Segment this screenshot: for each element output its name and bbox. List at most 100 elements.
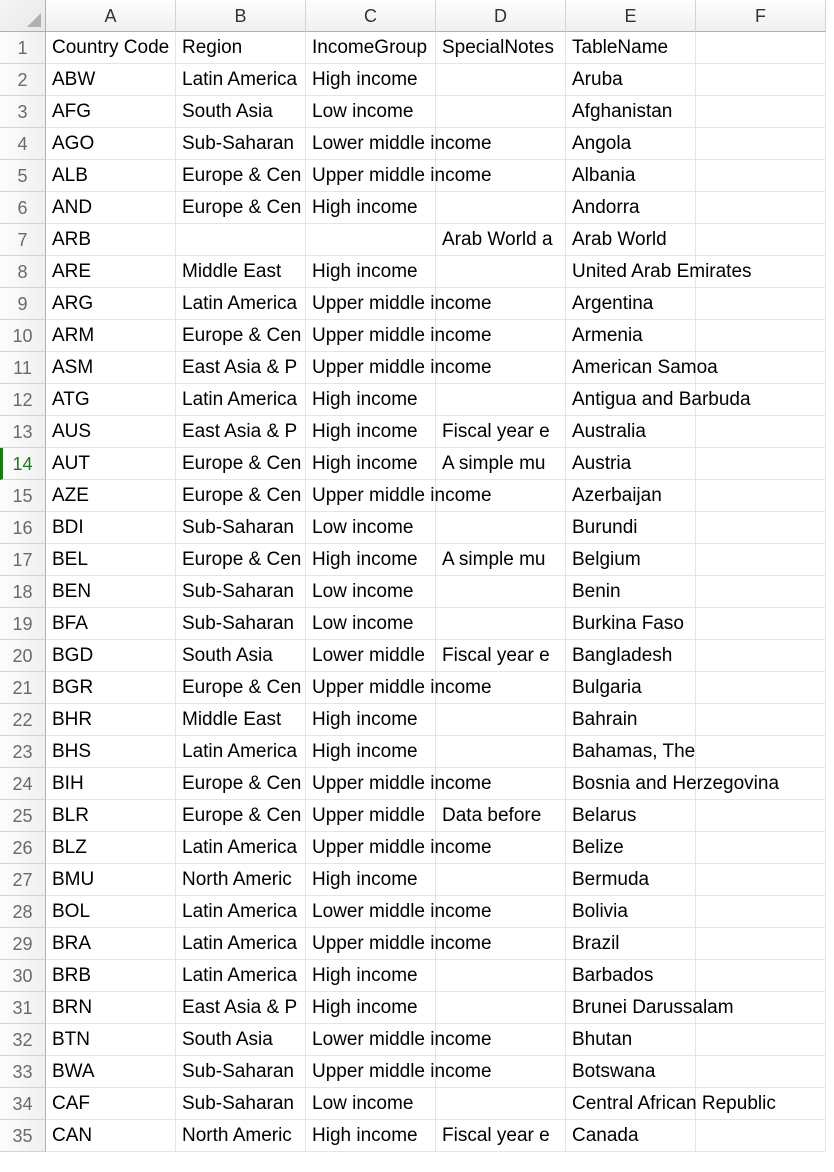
cell[interactable] (436, 992, 566, 1024)
row-header[interactable]: 23 (0, 736, 46, 768)
cell[interactable]: ARG (46, 288, 176, 320)
row-header[interactable]: 28 (0, 896, 46, 928)
row-header[interactable]: 19 (0, 608, 46, 640)
row-header[interactable]: 1 (0, 32, 46, 64)
cell[interactable] (696, 128, 826, 160)
cell[interactable] (436, 288, 566, 320)
cell[interactable] (436, 1088, 566, 1120)
cell[interactable]: South Asia (176, 640, 306, 672)
cell[interactable]: Middle East (176, 256, 306, 288)
row-header[interactable]: 3 (0, 96, 46, 128)
row-header[interactable]: 4 (0, 128, 46, 160)
cell[interactable] (696, 288, 826, 320)
cell[interactable] (436, 960, 566, 992)
cell[interactable]: Brunei Darussalam (566, 992, 696, 1024)
cell[interactable]: Europe & Cen (176, 160, 306, 192)
row-header[interactable]: 20 (0, 640, 46, 672)
cell[interactable]: Sub-Saharan (176, 1088, 306, 1120)
cell[interactable]: High income (306, 864, 436, 896)
row-header[interactable]: 35 (0, 1120, 46, 1152)
column-header-f[interactable]: F (696, 0, 826, 32)
row-header[interactable]: 31 (0, 992, 46, 1024)
cell[interactable]: BHR (46, 704, 176, 736)
cell[interactable]: Upper middle income (306, 480, 436, 512)
cell[interactable]: Bangladesh (566, 640, 696, 672)
cell[interactable]: Bulgaria (566, 672, 696, 704)
cell[interactable]: Bermuda (566, 864, 696, 896)
cell[interactable]: Data before (436, 800, 566, 832)
cell[interactable]: BIH (46, 768, 176, 800)
cell[interactable]: AGO (46, 128, 176, 160)
cell[interactable] (436, 896, 566, 928)
cell[interactable] (696, 896, 826, 928)
row-header[interactable]: 11 (0, 352, 46, 384)
cell[interactable]: Europe & Cen (176, 192, 306, 224)
row-header[interactable]: 15 (0, 480, 46, 512)
cell[interactable]: Sub-Saharan (176, 608, 306, 640)
cell[interactable]: High income (306, 448, 436, 480)
cell[interactable] (436, 512, 566, 544)
cell[interactable]: Lower middle income (306, 896, 436, 928)
cell[interactable]: Australia (566, 416, 696, 448)
row-header[interactable]: 29 (0, 928, 46, 960)
row-header[interactable]: 17 (0, 544, 46, 576)
row-header[interactable]: 7 (0, 224, 46, 256)
cell[interactable] (696, 256, 826, 288)
cell[interactable] (436, 64, 566, 96)
cell[interactable] (696, 1120, 826, 1152)
cell[interactable]: BHS (46, 736, 176, 768)
cell[interactable]: Burkina Faso (566, 608, 696, 640)
row-header[interactable]: 13 (0, 416, 46, 448)
cell[interactable]: High income (306, 384, 436, 416)
row-header[interactable]: 10 (0, 320, 46, 352)
row-header[interactable]: 32 (0, 1024, 46, 1056)
row-header[interactable]: 22 (0, 704, 46, 736)
cell[interactable] (436, 832, 566, 864)
row-header[interactable]: 16 (0, 512, 46, 544)
cell[interactable] (436, 576, 566, 608)
cell[interactable]: Botswana (566, 1056, 696, 1088)
cell[interactable]: American Samoa (566, 352, 696, 384)
cell[interactable]: BRA (46, 928, 176, 960)
cell[interactable]: BGD (46, 640, 176, 672)
cell[interactable] (696, 448, 826, 480)
cell[interactable]: Region (176, 32, 306, 64)
cell[interactable]: Latin America (176, 928, 306, 960)
cell[interactable] (696, 32, 826, 64)
cell[interactable]: Lower middle (306, 640, 436, 672)
row-header[interactable]: 26 (0, 832, 46, 864)
cell[interactable]: Argentina (566, 288, 696, 320)
cell[interactable]: High income (306, 992, 436, 1024)
row-header[interactable]: 18 (0, 576, 46, 608)
cell[interactable]: Upper middle income (306, 320, 436, 352)
cell[interactable]: High income (306, 1120, 436, 1152)
cell[interactable]: Europe & Cen (176, 800, 306, 832)
cell[interactable]: North Americ (176, 1120, 306, 1152)
cell[interactable]: Austria (566, 448, 696, 480)
cell[interactable]: Upper middle income (306, 832, 436, 864)
cell[interactable] (696, 96, 826, 128)
cell[interactable] (696, 960, 826, 992)
cell[interactable] (436, 736, 566, 768)
cell[interactable]: Lower middle income (306, 128, 436, 160)
cell[interactable] (176, 224, 306, 256)
cell[interactable] (696, 768, 826, 800)
cell[interactable]: Latin America (176, 832, 306, 864)
cell[interactable]: ARE (46, 256, 176, 288)
cell[interactable] (306, 224, 436, 256)
row-header[interactable]: 25 (0, 800, 46, 832)
row-header[interactable]: 5 (0, 160, 46, 192)
cell[interactable]: Country Code (46, 32, 176, 64)
cell[interactable] (696, 672, 826, 704)
cell[interactable]: Sub-Saharan (176, 1056, 306, 1088)
cell[interactable]: United Arab Emirates (566, 256, 696, 288)
cell[interactable]: Brazil (566, 928, 696, 960)
cell[interactable] (696, 928, 826, 960)
cell[interactable]: Lower middle income (306, 1024, 436, 1056)
cell[interactable]: BRB (46, 960, 176, 992)
cell[interactable]: Upper middle income (306, 160, 436, 192)
cell[interactable]: Benin (566, 576, 696, 608)
cell[interactable] (436, 608, 566, 640)
cell[interactable]: ATG (46, 384, 176, 416)
cell[interactable]: Burundi (566, 512, 696, 544)
